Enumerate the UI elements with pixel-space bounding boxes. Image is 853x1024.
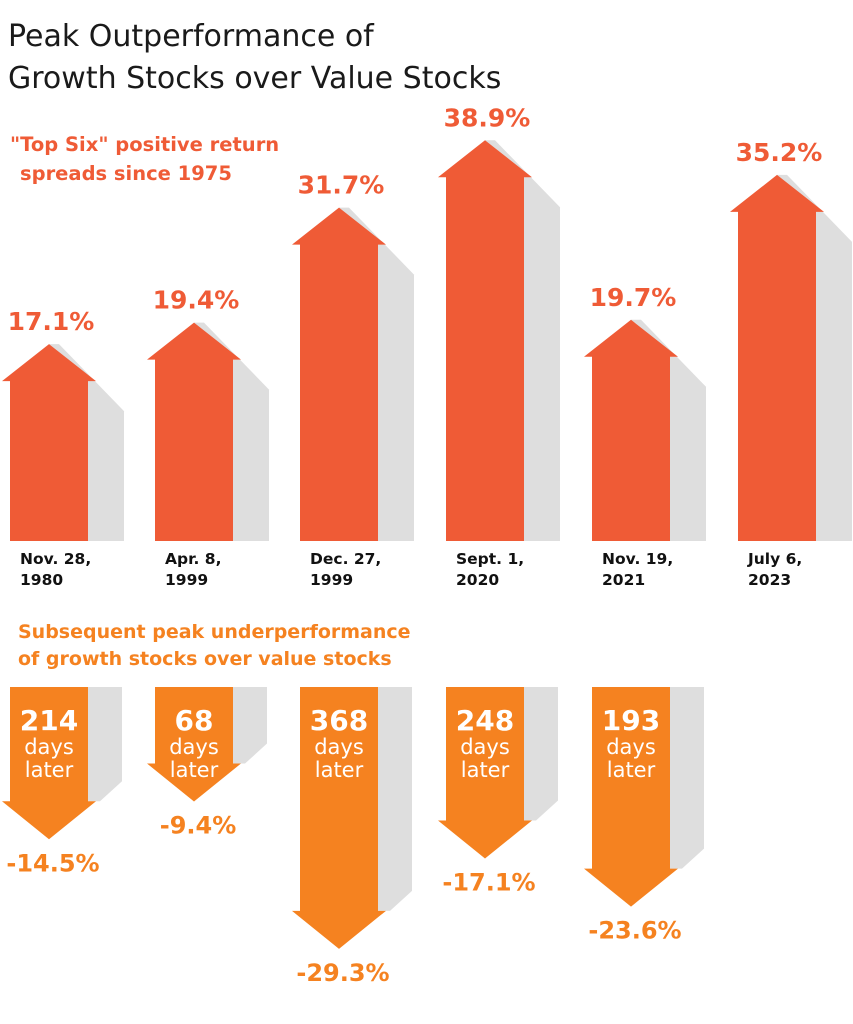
later-word: later	[461, 758, 510, 782]
down-value-label: -14.5%	[6, 849, 99, 877]
down-arrow-bar	[584, 687, 678, 907]
down-arrow-bar	[292, 687, 386, 949]
up-value-label: 19.4%	[153, 286, 240, 315]
date-label-line-2: 1999	[165, 571, 208, 589]
days-count: 248	[456, 704, 514, 737]
down-arrow-shadow	[524, 687, 558, 821]
lower-subtitle-line-2: of growth stocks over value stocks	[18, 648, 392, 670]
days-word: days	[314, 735, 364, 759]
up-arrow-bar	[438, 140, 532, 541]
days-count: 214	[20, 704, 78, 737]
days-count: 368	[310, 704, 368, 737]
days-word: days	[169, 735, 219, 759]
chart-title-line-2: Growth Stocks over Value Stocks	[8, 61, 501, 96]
up-arrow-bar	[147, 322, 241, 541]
later-word: later	[607, 758, 656, 782]
date-label-line-1: Sept. 1,	[456, 550, 524, 568]
up-arrow-bar	[730, 174, 824, 541]
later-word: later	[170, 758, 219, 782]
up-value-label: 31.7%	[298, 171, 385, 200]
upper-arrows: 17.1% Nov. 28, 1980 19.4% Apr. 8, 1999 31.7% De…	[2, 103, 852, 589]
upper-subtitle-line-1: "Top Six" positive return	[10, 133, 279, 156]
date-label-line-2: 2023	[748, 571, 791, 589]
days-word: days	[24, 735, 74, 759]
down-arrow-shadow	[378, 687, 412, 911]
chart-title-line-1: Peak Outperformance of	[8, 19, 375, 54]
up-arrow-bar	[2, 344, 96, 541]
date-label-line-1: July 6,	[747, 550, 802, 568]
days-count: 68	[175, 704, 214, 737]
up-value-label: 35.2%	[736, 138, 823, 167]
up-value-label: 38.9%	[444, 103, 531, 132]
date-label-line-1: Apr. 8,	[165, 550, 221, 568]
down-arrow-shadow	[233, 687, 267, 764]
date-label-line-1: Nov. 19,	[602, 550, 673, 568]
date-label-line-1: Nov. 28,	[20, 550, 91, 568]
down-value-label: -23.6%	[588, 917, 681, 945]
upper-subtitle-line-2: spreads since 1975	[20, 162, 232, 185]
lower-subtitle-line-1: Subsequent peak underperformance	[18, 621, 411, 643]
up-value-label: 19.7%	[590, 283, 677, 312]
down-arrow-bar	[147, 687, 241, 802]
down-arrow-bar	[438, 687, 532, 859]
date-label-line-2: 1980	[20, 571, 63, 589]
days-word: days	[606, 735, 656, 759]
later-word: later	[315, 758, 364, 782]
date-label-line-2: 2020	[456, 571, 499, 589]
up-arrow-bar	[584, 319, 678, 541]
lower-arrows: 214dayslater-14.5%68dayslater-9.4%368day…	[2, 687, 704, 987]
days-count: 193	[602, 704, 660, 737]
down-value-label: -9.4%	[160, 812, 237, 840]
down-arrow-bar	[2, 687, 96, 840]
up-arrow-bar	[292, 207, 386, 542]
down-value-label: -29.3%	[296, 959, 389, 987]
date-label-line-2: 2021	[602, 571, 645, 589]
down-value-label: -17.1%	[442, 869, 535, 897]
down-arrow-shadow	[88, 687, 122, 802]
date-label-line-1: Dec. 27,	[310, 550, 381, 568]
down-arrow-shadow	[670, 687, 704, 869]
date-label-line-2: 1999	[310, 571, 353, 589]
later-word: later	[25, 758, 74, 782]
days-word: days	[460, 735, 510, 759]
up-value-label: 17.1%	[8, 307, 95, 336]
